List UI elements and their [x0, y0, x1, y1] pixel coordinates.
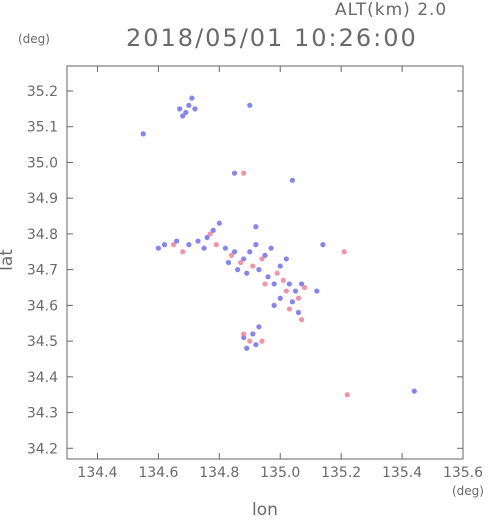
x-tick-label: 135.0 [260, 465, 300, 481]
y-tick-label: 35.1 [27, 120, 58, 136]
data-point [250, 331, 256, 337]
data-point [302, 284, 308, 291]
x-tick-label: 135.2 [321, 465, 361, 481]
chart-timestamp-title: 2018/05/01 10:26:00 [126, 24, 418, 52]
data-point [216, 220, 222, 226]
data-point [177, 106, 183, 112]
data-point [241, 334, 247, 341]
x-tick-label: 134.4 [77, 465, 117, 481]
data-point [289, 177, 296, 183]
data-point [180, 113, 186, 119]
y-tick-label: 34.8 [27, 227, 58, 243]
y-tick-label: 34.4 [27, 370, 58, 386]
data-point [228, 252, 235, 258]
data-point [186, 102, 192, 108]
data-point [280, 277, 286, 283]
data-point [213, 242, 219, 248]
data-points [140, 95, 417, 398]
x-axis-label: lon [252, 500, 278, 520]
data-point [247, 338, 253, 344]
data-point [225, 259, 232, 266]
y-tick-label: 34.5 [27, 334, 58, 350]
data-point [222, 245, 228, 251]
data-point [250, 263, 256, 269]
y-tick-label: 34.6 [27, 298, 58, 314]
data-point [341, 249, 347, 255]
data-point [244, 270, 250, 276]
data-point [271, 281, 277, 287]
data-point [241, 256, 247, 262]
data-point [320, 242, 326, 248]
data-point [247, 249, 253, 255]
data-point [271, 302, 277, 308]
data-point [174, 238, 180, 244]
data-point [283, 288, 289, 294]
data-point [231, 249, 238, 255]
data-point [411, 388, 417, 394]
data-point [201, 245, 207, 251]
y-tick-label: 35.0 [27, 155, 58, 171]
y-tick-label: 34.2 [27, 441, 58, 457]
data-point [192, 106, 198, 112]
y-tick-label: 34.9 [27, 191, 58, 207]
data-point [298, 281, 305, 287]
data-point [247, 102, 253, 108]
data-point [268, 245, 274, 251]
data-point [259, 256, 265, 262]
data-point [283, 256, 289, 262]
data-point [253, 242, 259, 248]
axis-ticks: 134.4 134.6 134.8 135.0 135.2 135.4 135.6 34.2 3… [27, 66, 483, 481]
data-point [253, 342, 259, 348]
data-point [155, 245, 161, 251]
data-point [189, 95, 195, 101]
data-point [274, 270, 280, 276]
data-point [234, 267, 241, 273]
data-point [286, 281, 292, 287]
altitude-label: ALT(km) 2.0 [335, 0, 448, 20]
data-point [292, 288, 299, 294]
data-point [289, 299, 296, 305]
data-point [171, 242, 177, 248]
data-point [186, 242, 192, 248]
data-point [262, 281, 268, 287]
data-point [238, 259, 244, 266]
y-axis-unit: (deg) [18, 32, 50, 46]
data-point [259, 338, 265, 344]
data-point [195, 238, 201, 244]
data-point [210, 227, 216, 233]
data-point [256, 324, 262, 330]
x-tick-label: 135.4 [382, 465, 422, 481]
y-tick-label: 35.2 [27, 84, 58, 100]
data-point [241, 170, 247, 176]
x-axis-unit: (deg) [452, 484, 484, 498]
data-point [314, 288, 320, 294]
plot-frame [66, 65, 464, 460]
data-point [295, 309, 302, 316]
data-point [256, 267, 262, 273]
y-tick-label: 34.3 [27, 406, 58, 422]
data-point [298, 317, 305, 323]
data-point [140, 131, 146, 137]
data-point [183, 109, 189, 116]
data-point [262, 252, 268, 258]
x-tick-label: 134.8 [199, 465, 239, 481]
data-point [253, 224, 259, 230]
data-point [277, 295, 283, 301]
data-point [161, 242, 168, 248]
data-point [204, 234, 210, 241]
x-tick-label: 135.6 [443, 465, 483, 481]
data-point [286, 306, 292, 312]
data-point [244, 345, 250, 351]
data-point [265, 274, 271, 280]
data-point [344, 392, 350, 398]
data-point [277, 263, 283, 269]
data-point [180, 249, 186, 255]
data-point [231, 170, 238, 176]
x-tick-label: 134.6 [138, 465, 178, 481]
data-point [295, 295, 302, 301]
data-point [207, 231, 213, 237]
data-point [241, 331, 247, 337]
y-tick-label: 34.7 [27, 263, 58, 279]
